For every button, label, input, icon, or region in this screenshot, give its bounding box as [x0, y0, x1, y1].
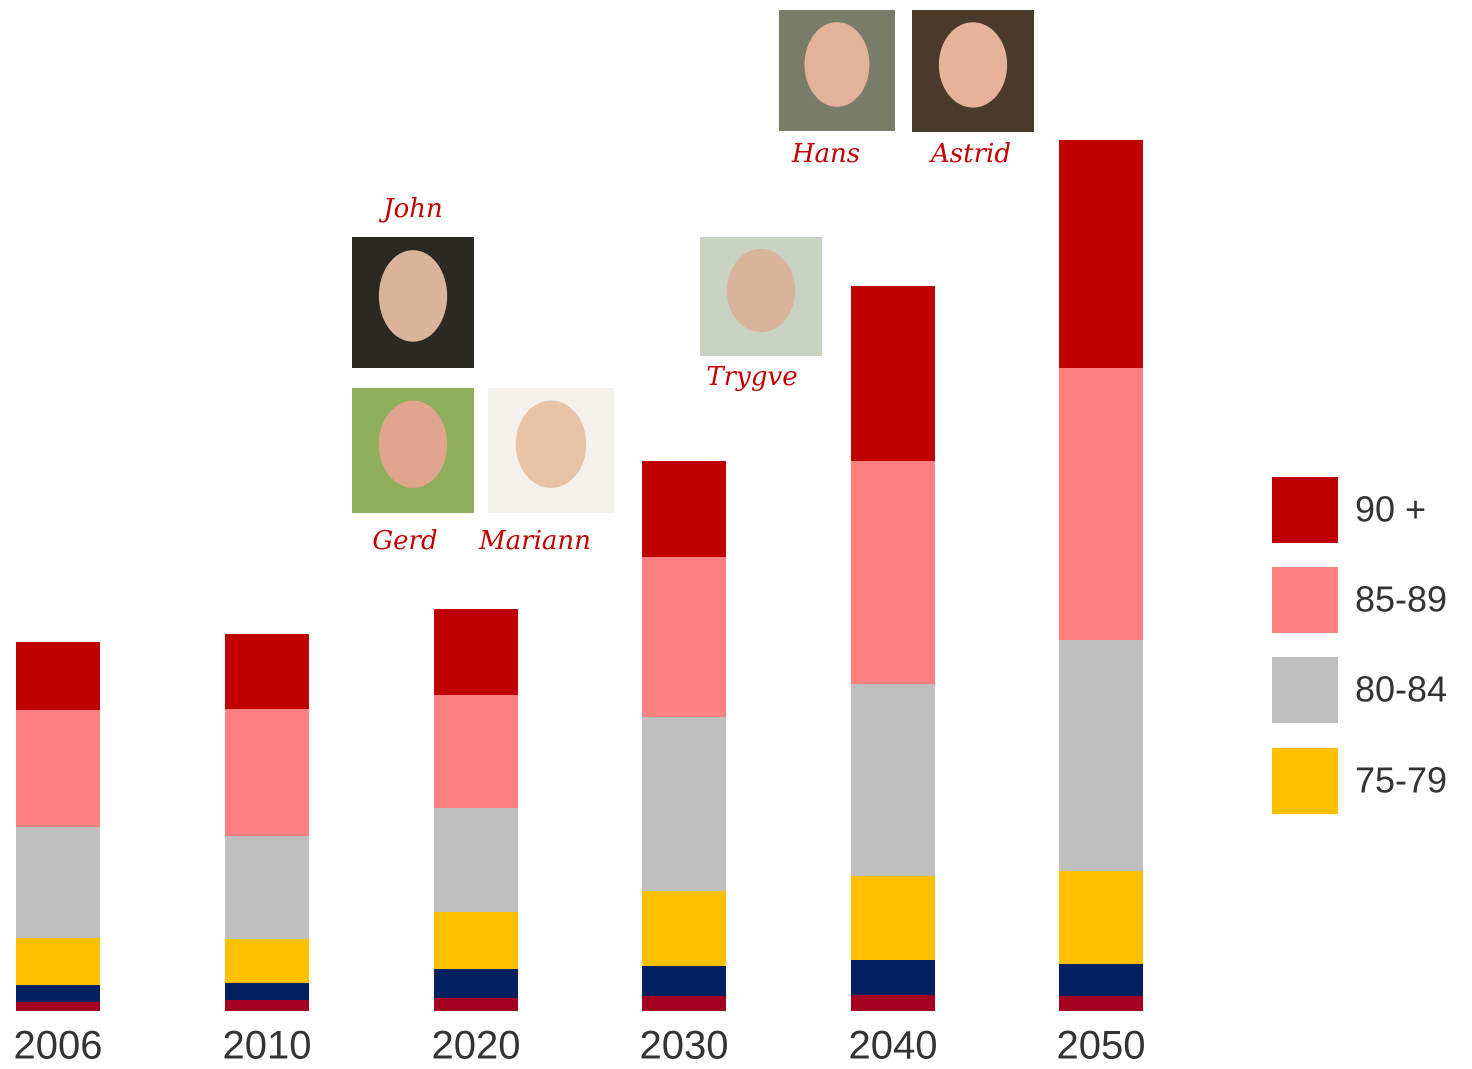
bar-segment — [434, 808, 518, 912]
bar-segment — [225, 983, 309, 1000]
bar-segment — [1059, 964, 1143, 996]
legend-label: 80-84 — [1355, 669, 1447, 710]
x-tick-label: 2050 — [1057, 1024, 1146, 1068]
bar-segment — [434, 998, 518, 1011]
bar-segment — [434, 912, 518, 969]
legend-label: 90 + — [1355, 489, 1426, 530]
bar-segment — [16, 985, 100, 1002]
bar-segment — [225, 939, 309, 983]
bar-segment — [225, 709, 309, 836]
x-tick-label: 2020 — [432, 1024, 521, 1068]
bar-segment — [16, 710, 100, 827]
x-tick-label: 2040 — [849, 1024, 938, 1068]
bar-segment — [16, 642, 100, 710]
photo-face — [515, 400, 587, 488]
legend-label: 75-79 — [1355, 760, 1447, 801]
bar-segment — [16, 1002, 100, 1011]
photo-face — [378, 400, 448, 488]
bar-segment — [851, 286, 935, 461]
legend-swatch — [1272, 567, 1338, 633]
x-tick-label: 2006 — [14, 1024, 103, 1068]
photo-face — [726, 248, 796, 333]
photo-name: Mariann — [478, 526, 591, 556]
bar-segment — [1059, 140, 1143, 368]
bar-segment — [1059, 871, 1143, 964]
x-tick-label: 2010 — [223, 1024, 312, 1068]
x-tick-label: 2030 — [640, 1024, 729, 1068]
bar-segment — [851, 960, 935, 995]
bar-segment — [851, 684, 935, 876]
photo-face — [378, 250, 448, 342]
bar-segment — [16, 827, 100, 938]
legend-swatch — [1272, 477, 1338, 543]
photo-name: Gerd — [372, 526, 437, 556]
bar-segment — [642, 717, 726, 891]
bar-segment — [225, 634, 309, 709]
bar-segment — [434, 609, 518, 695]
bar-segment — [642, 966, 726, 996]
legend-label: 85-89 — [1355, 579, 1447, 620]
bar-segment — [851, 461, 935, 684]
legend-swatch — [1272, 657, 1338, 723]
bar-segment — [851, 876, 935, 960]
bar-segment — [1059, 368, 1143, 640]
legend-swatch — [1272, 748, 1338, 814]
bar-segment — [1059, 640, 1143, 871]
bar-segment — [16, 938, 100, 985]
photo-face — [804, 22, 870, 107]
photo-name: Astrid — [929, 139, 1011, 169]
photo-name: Hans — [791, 139, 860, 169]
photo-name: Trygve — [706, 362, 797, 392]
bar-segment — [851, 995, 935, 1011]
bar-segment — [642, 461, 726, 557]
bar-segment — [1059, 996, 1143, 1011]
bar-segment — [642, 891, 726, 966]
photo-name: John — [378, 194, 443, 224]
bar-segment — [642, 996, 726, 1011]
bar-segment — [434, 695, 518, 808]
photo-face — [938, 22, 1008, 108]
bar-segment — [225, 1000, 309, 1011]
bar-segment — [225, 836, 309, 939]
bar-segment — [642, 557, 726, 717]
bar-segment — [434, 969, 518, 998]
